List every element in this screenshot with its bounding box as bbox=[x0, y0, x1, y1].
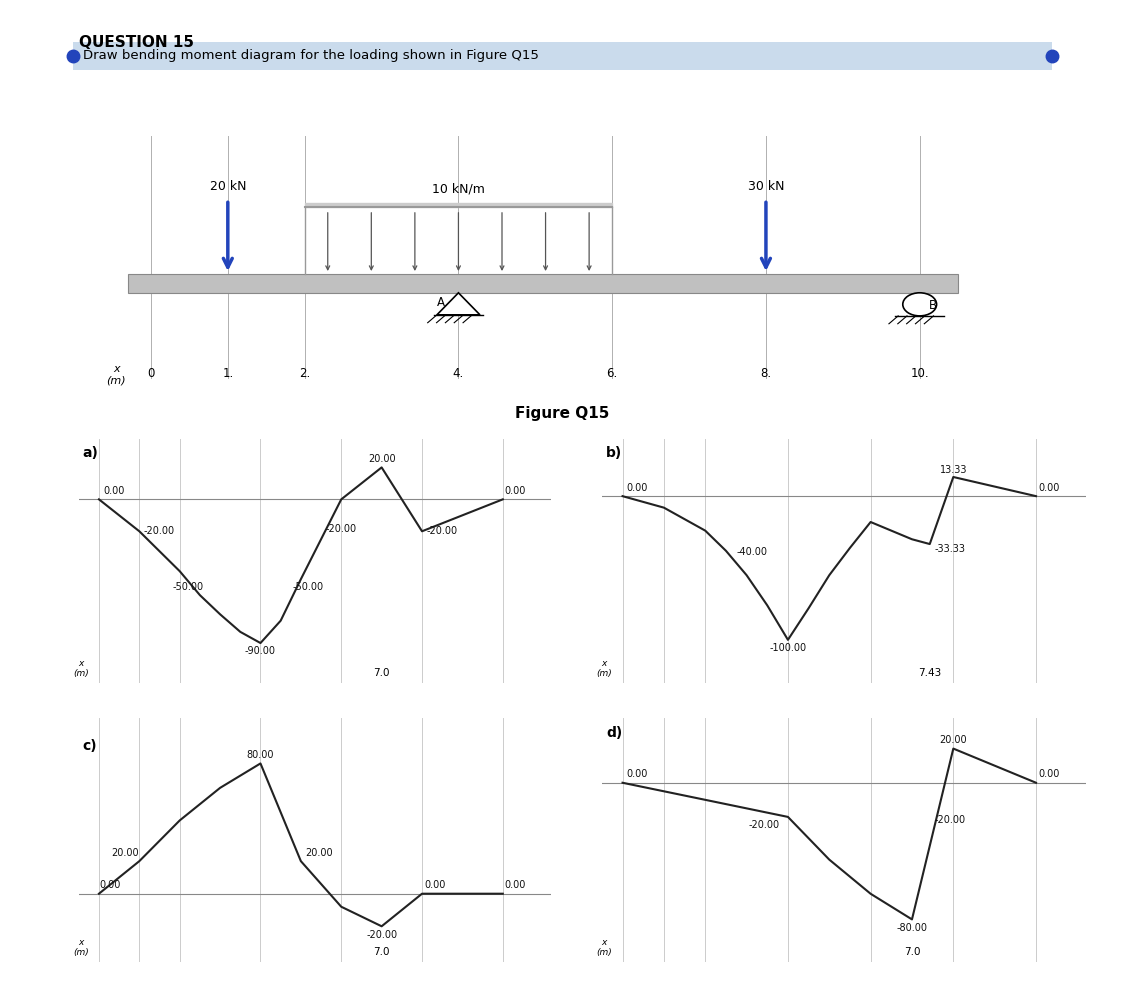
Text: 0.00: 0.00 bbox=[424, 880, 446, 890]
Text: 20.00: 20.00 bbox=[368, 455, 396, 465]
Text: 0.00: 0.00 bbox=[104, 487, 125, 497]
Text: 10.: 10. bbox=[910, 367, 929, 380]
Text: x
(m): x (m) bbox=[73, 659, 89, 678]
Text: 20 kN: 20 kN bbox=[209, 180, 246, 193]
Text: 0.00: 0.00 bbox=[99, 880, 120, 890]
Text: 0.00: 0.00 bbox=[505, 880, 526, 890]
Text: -50.00: -50.00 bbox=[173, 582, 204, 592]
Text: 0.00: 0.00 bbox=[505, 487, 526, 497]
Text: -50.00: -50.00 bbox=[292, 582, 324, 592]
Text: -20.00: -20.00 bbox=[325, 524, 357, 534]
Text: 80.00: 80.00 bbox=[246, 750, 274, 760]
FancyBboxPatch shape bbox=[128, 274, 958, 293]
Text: A: A bbox=[436, 296, 444, 309]
FancyBboxPatch shape bbox=[73, 42, 1052, 70]
Text: -20.00: -20.00 bbox=[426, 526, 457, 536]
Text: d): d) bbox=[606, 726, 622, 740]
Text: 4.: 4. bbox=[452, 367, 465, 380]
Text: 0.00: 0.00 bbox=[1038, 770, 1060, 780]
Text: -100.00: -100.00 bbox=[770, 643, 807, 653]
Text: 0.00: 0.00 bbox=[1038, 484, 1060, 494]
Text: 7.43: 7.43 bbox=[918, 668, 942, 678]
Text: -80.00: -80.00 bbox=[897, 923, 927, 933]
Text: 20.00: 20.00 bbox=[939, 735, 968, 745]
Text: -33.33: -33.33 bbox=[935, 544, 965, 554]
Text: -20.00: -20.00 bbox=[143, 526, 174, 536]
Text: 0.00: 0.00 bbox=[627, 484, 648, 494]
Text: Figure Q15: Figure Q15 bbox=[515, 406, 610, 422]
Text: -20.00: -20.00 bbox=[935, 816, 966, 826]
Text: 30 kN: 30 kN bbox=[748, 180, 784, 193]
Text: -40.00: -40.00 bbox=[736, 546, 767, 556]
Text: 1.: 1. bbox=[223, 367, 234, 380]
Text: x
(m): x (m) bbox=[596, 659, 612, 678]
Text: -20.00: -20.00 bbox=[366, 929, 397, 939]
Text: 2.: 2. bbox=[299, 367, 310, 380]
Text: 7.0: 7.0 bbox=[374, 947, 390, 957]
Text: 7.0: 7.0 bbox=[903, 947, 920, 957]
Text: B: B bbox=[929, 299, 937, 312]
Text: x
(m): x (m) bbox=[107, 364, 126, 386]
Text: x
(m): x (m) bbox=[73, 938, 89, 957]
Text: 13.33: 13.33 bbox=[939, 465, 968, 475]
Text: 10 kN/m: 10 kN/m bbox=[432, 182, 485, 195]
Text: 0: 0 bbox=[147, 367, 154, 380]
Text: -90.00: -90.00 bbox=[245, 646, 276, 656]
Text: 8.: 8. bbox=[760, 367, 772, 380]
Text: 20.00: 20.00 bbox=[305, 847, 333, 857]
Text: x
(m): x (m) bbox=[596, 938, 612, 957]
Circle shape bbox=[902, 293, 937, 316]
Text: 0.00: 0.00 bbox=[627, 770, 648, 780]
Text: QUESTION 15: QUESTION 15 bbox=[79, 35, 194, 50]
Text: 6.: 6. bbox=[606, 367, 618, 380]
Polygon shape bbox=[436, 293, 480, 315]
Text: -20.00: -20.00 bbox=[748, 821, 780, 831]
Text: 20.00: 20.00 bbox=[111, 847, 140, 857]
Text: b): b) bbox=[606, 446, 622, 460]
Text: c): c) bbox=[83, 739, 98, 753]
Text: 7.0: 7.0 bbox=[374, 668, 390, 678]
Text: Draw bending moment diagram for the loading shown in Figure Q15: Draw bending moment diagram for the load… bbox=[83, 49, 539, 63]
Text: a): a) bbox=[83, 446, 99, 460]
